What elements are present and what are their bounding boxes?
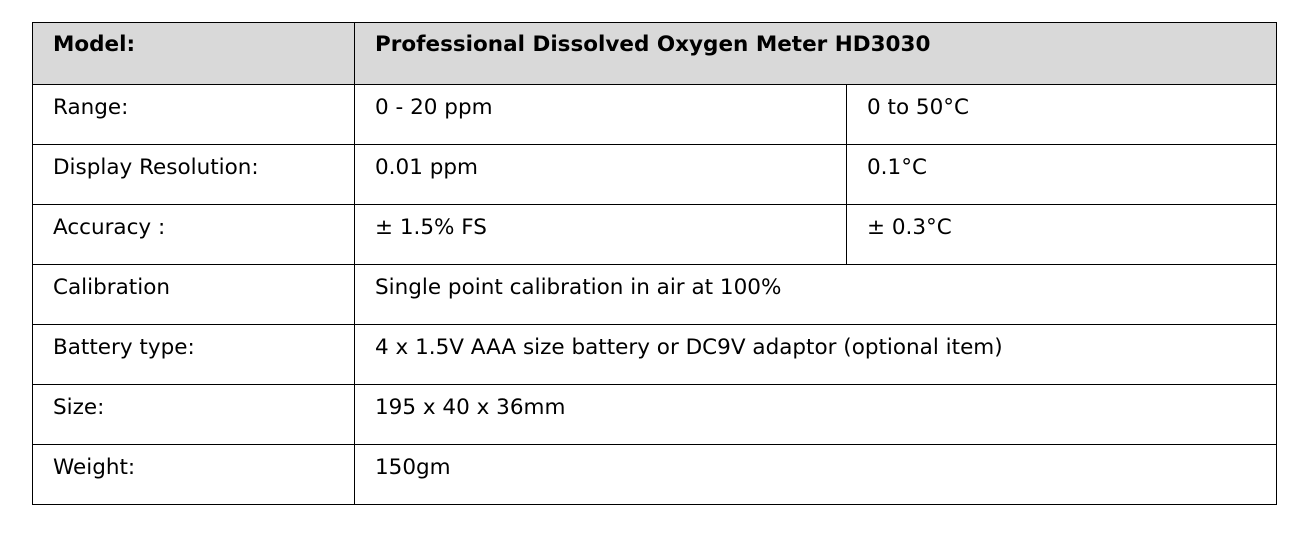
weight-label: Weight: [32,444,355,505]
resolution-value: 0.01 ppm [354,144,847,205]
range-label: Range: [32,84,355,145]
calibration-value: Single point calibration in air at 100% [353,264,1278,325]
table-row-battery: Battery type: 4 x 1.5V AAA size battery … [32,324,1278,385]
accuracy-label: Accuracy : [32,204,355,265]
table-row-accuracy: Accuracy : ± 1.5% FS ± 0.3°C [32,204,1278,265]
battery-value: 4 x 1.5V AAA size battery or DC9V adapto… [353,324,1278,385]
accuracy-temp: ± 0.3°C [845,204,1278,265]
table-row-size: Size: 195 x 40 x 36mm [32,384,1278,445]
size-label: Size: [32,384,355,445]
model-label: Model: [32,22,355,85]
table-row-resolution: Display Resolution: 0.01 ppm 0.1°C [32,144,1278,205]
range-temp: 0 to 50°C [845,84,1278,145]
resolution-label: Display Resolution: [32,144,355,205]
calibration-label: Calibration [32,264,355,325]
size-value: 195 x 40 x 36mm [353,384,1278,445]
table-row-weight: Weight: 150gm [32,444,1278,505]
range-value: 0 - 20 ppm [354,84,847,145]
battery-label: Battery type: [32,324,355,385]
model-value: Professional Dissolved Oxygen Meter HD30… [353,22,1278,85]
table-row-range: Range: 0 - 20 ppm 0 to 50°C [32,84,1278,145]
resolution-temp: 0.1°C [845,144,1278,205]
spec-table: Model: Professional Dissolved Oxygen Met… [32,22,1278,505]
table-header-row: Model: Professional Dissolved Oxygen Met… [32,22,1278,85]
accuracy-value: ± 1.5% FS [354,204,847,265]
table-row-calibration: Calibration Single point calibration in … [32,264,1278,325]
weight-value: 150gm [353,444,1278,505]
